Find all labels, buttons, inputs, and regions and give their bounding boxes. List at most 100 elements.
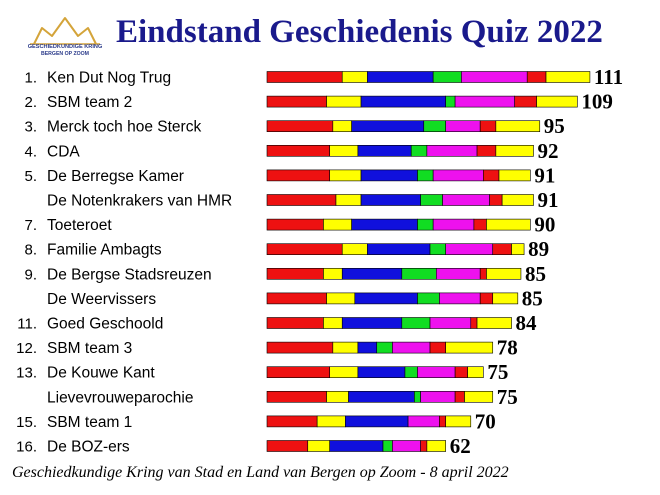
bar-segment (351, 218, 418, 231)
rank-label: 15. (16, 414, 37, 431)
bar-segment (511, 243, 525, 255)
bar-segment (266, 169, 331, 182)
team-name-label: SBM team 1 (47, 414, 132, 431)
team-name-label: Merck toch hoe Sterck (47, 119, 201, 136)
bar-segment (461, 71, 528, 83)
bar-segment (326, 95, 362, 108)
total-score-label: 85 (522, 286, 543, 310)
team-name-label: De Weervissers (47, 291, 156, 308)
bar-segment (266, 95, 327, 108)
bar-segment (470, 317, 478, 329)
bar-segment (348, 390, 415, 403)
team-name-label: Lievevrouweparochie (47, 389, 193, 406)
bar-segment (526, 71, 547, 83)
bar-segment (376, 341, 393, 354)
stacked-bar-chart: 1. Ken Dut Nog Trug 111 2. SBM team 2 109 3. Me… (16, 65, 623, 458)
footer-caption: Geschiedkundige Kring van Stad en Land v… (12, 464, 509, 481)
bar-segment (417, 292, 440, 305)
chart-row: De Weervissers 85 (47, 286, 543, 310)
rank-label: 3. (24, 119, 37, 136)
bar-segment (360, 169, 418, 182)
logo: GESCHIEDKUNDIGE KRING BERGEN OP ZOOM (22, 14, 108, 62)
bar-segment (454, 95, 515, 108)
bar-segment (492, 243, 512, 255)
bar-segment (417, 169, 434, 182)
bar-segment (266, 292, 327, 305)
bar-segment (483, 169, 500, 182)
bar-segment (307, 440, 331, 452)
bar-segment (266, 440, 309, 452)
chart-row: 3. Merck toch hoe Sterck 95 (24, 114, 564, 138)
bar-segment (445, 341, 494, 354)
total-score-label: 75 (497, 385, 518, 409)
bar-segment (332, 120, 352, 132)
bar-segment (266, 366, 331, 379)
bar-segment (392, 440, 421, 452)
bar-segment (266, 243, 343, 255)
bar-segment (439, 415, 447, 428)
bar-segment (392, 341, 431, 354)
bar-segment (266, 218, 324, 231)
team-name-label: De Kouwe Kant (47, 365, 155, 382)
logo-text-line2: BERGEN OP ZOOM (40, 51, 90, 57)
bar-segment (266, 194, 337, 206)
team-name-label: Goed Geschoold (47, 316, 163, 333)
bar-segment (360, 194, 421, 206)
bar-segment (341, 243, 368, 255)
bar-segment (445, 120, 481, 132)
bar-segment (495, 120, 541, 132)
bar-segment (367, 71, 434, 83)
bar-segment (426, 145, 478, 157)
team-name-label: Ken Dut Nog Trug (47, 70, 171, 87)
chart-row: 13. De Kouwe Kant 75 (16, 360, 508, 384)
team-name-label: De Bergse Stadsreuzen (47, 266, 212, 283)
page-title: Eindstand Geschiedenis Quiz 2022 (116, 14, 603, 50)
rank-label: 16. (16, 439, 37, 456)
bar-segment (329, 366, 359, 379)
bar-segment (266, 341, 334, 354)
bar-segment (266, 415, 318, 428)
team-name-label: CDA (47, 143, 80, 160)
bar-segment (432, 71, 462, 83)
bar-segment (536, 95, 578, 108)
total-score-label: 89 (528, 237, 549, 261)
bar-segment (445, 95, 456, 108)
bar-segment (266, 145, 331, 157)
bar-segment (316, 415, 346, 428)
bar-segment (323, 267, 343, 280)
bar-segment (360, 95, 447, 108)
rank-label: 9. (24, 266, 37, 283)
bar-segment (326, 390, 349, 403)
rank-label: 1. (24, 70, 37, 87)
team-name-label: Toeteroet (47, 217, 112, 234)
bar-segment (326, 292, 356, 305)
bar-segment (467, 366, 484, 379)
total-score-label: 91 (537, 188, 558, 212)
bar-segment (486, 218, 531, 231)
bar-segment (323, 218, 352, 231)
chart-row: 12. SBM team 3 78 (16, 336, 518, 360)
logo-text-line1: GESCHIEDKUNDIGE KRING (27, 44, 103, 50)
bar-segment (357, 341, 378, 354)
bar-segment (341, 267, 403, 280)
bar-segment (479, 120, 497, 132)
bar-segment (445, 243, 494, 255)
bar-segment (489, 194, 503, 206)
total-score-label: 91 (534, 163, 555, 187)
bar-segment (417, 218, 434, 231)
chart-row: 15. SBM team 1 70 (16, 409, 496, 433)
rank-label: 11. (17, 316, 37, 333)
bar-segment (420, 440, 428, 452)
logo-crown-icon (30, 17, 100, 45)
bar-segment (332, 341, 359, 354)
team-name-label: SBM team 2 (47, 94, 132, 111)
chart-row: 2. SBM team 2 109 (24, 90, 612, 114)
chart-row: 9. De Bergse Stadsreuzen 85 (24, 262, 545, 286)
bar-segment (445, 415, 472, 428)
rank-label: 5. (24, 168, 37, 185)
bar-segment (464, 390, 494, 403)
rank-label: 8. (24, 242, 37, 259)
bar-segment (429, 243, 447, 255)
bar-segment (498, 169, 531, 182)
team-name-label: Familie Ambagts (47, 242, 162, 259)
